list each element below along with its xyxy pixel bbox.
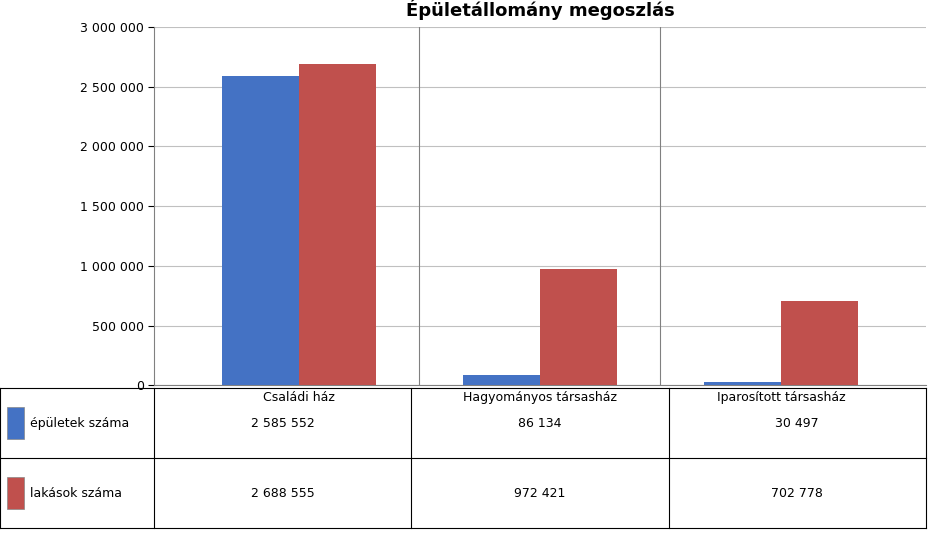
Bar (704, 382, 781, 385)
Text: 2 585 552: 2 585 552 (251, 417, 315, 430)
Text: 2 688 555: 2 688 555 (251, 487, 315, 500)
Bar (7, 478, 24, 509)
Bar (299, 64, 376, 385)
Text: 86 134: 86 134 (518, 417, 562, 430)
Text: lakások száma: lakások száma (30, 487, 122, 500)
Bar (463, 375, 540, 385)
Bar (781, 301, 858, 385)
Title: Épületállomány megoszlás: Épületállomány megoszlás (406, 0, 674, 20)
Bar (540, 269, 617, 385)
Text: 702 778: 702 778 (771, 487, 823, 500)
Text: 972 421: 972 421 (514, 487, 566, 500)
Text: épületek száma: épületek száma (30, 417, 129, 430)
Bar (7, 407, 24, 439)
Text: 30 497: 30 497 (775, 417, 819, 430)
Bar (222, 77, 299, 385)
